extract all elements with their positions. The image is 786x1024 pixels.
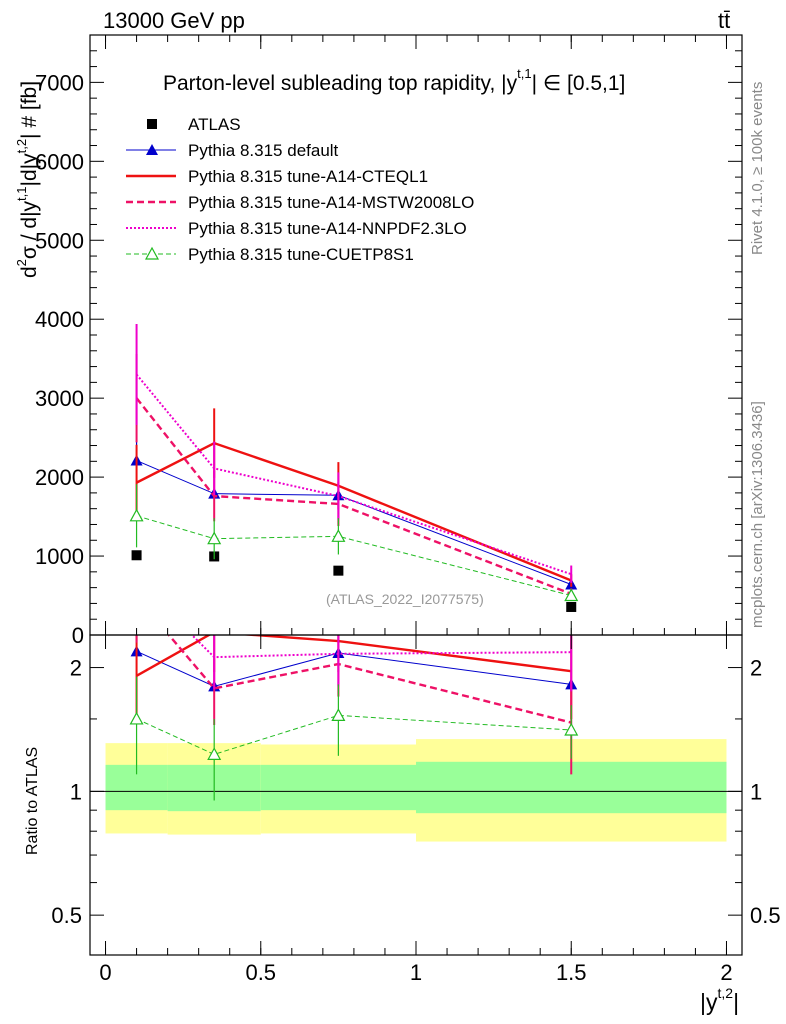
- main-point-0-3: [566, 601, 577, 612]
- ratio-bands: [90, 739, 742, 842]
- chart-title-var: y: [507, 72, 518, 95]
- ratio-point-4-0: [129, 711, 144, 725]
- xtick-label-0: 0: [99, 960, 111, 985]
- main-line-5: [136, 515, 572, 597]
- main-point-5-1: [207, 531, 222, 545]
- ratio-ytick-label-1: 1: [70, 779, 82, 804]
- main-ytick-label-7: 7000: [35, 70, 84, 95]
- axes: 0 1000 2000 3000 4000 5000 6000 7000 0 0.5 1 1.5 2 0.…: [35, 34, 781, 985]
- chart-title-tail: | ∈ [0.5,1]: [532, 72, 626, 95]
- energy-label: 13000 GeV pp: [103, 8, 245, 33]
- ratio-point-4-1: [207, 747, 222, 760]
- ratio-line-1: [135, 635, 572, 677]
- main-point-0-2: [333, 565, 344, 576]
- process-label: tt̄: [718, 8, 730, 33]
- main-line-2: [136, 441, 572, 582]
- ratio-ytick-label-right-1: 1: [750, 779, 762, 804]
- mcplots-label: mcplots.cern.ch [arXiv:1306.3436]: [749, 401, 766, 628]
- main-point-5-2: [331, 529, 346, 542]
- ratio-ytick-label-0: 0.5: [51, 903, 82, 928]
- chart-title-main: Parton-level subleading top rapidity, |: [163, 72, 507, 95]
- main-line-4: [135, 373, 572, 576]
- main-ytick-label-1: 1000: [35, 544, 84, 569]
- main-ytick-label-6: 6000: [35, 149, 84, 174]
- analysis-tag: (ATLAS_2022_I2077575): [326, 591, 484, 607]
- legend-marker-5: [144, 246, 160, 260]
- band-green-2: [260, 764, 416, 811]
- ratio-point-4-3: [564, 722, 579, 736]
- ratio-line-4: [136, 714, 572, 755]
- main-ytick-label-5: 5000: [35, 228, 84, 253]
- main-ylabel: d2σ / d|yt,1|d|yt,2| # [fb]: [14, 81, 41, 278]
- rivet-label: Rivet 4.1.0, ≥ 100k events: [749, 82, 766, 255]
- xtick-label-2: 1: [410, 960, 422, 985]
- main-point-5-3: [564, 588, 579, 602]
- ratio-ytick-label-2: 2: [70, 656, 82, 681]
- main-ytick-label-2: 2000: [35, 465, 84, 490]
- legend-marker-1: [146, 144, 158, 155]
- xlabel: |yt,2|: [700, 985, 739, 1015]
- legend-label-1: Pythia 8.315 default: [188, 141, 339, 160]
- legend-label-4: Pythia 8.315 tune-A14-NNPDF2.3LO: [188, 219, 467, 238]
- main-line-1: [136, 460, 572, 585]
- ratio-ytick-label-right-2: 2: [750, 656, 762, 681]
- ratio-line-2: [167, 635, 572, 724]
- chart-title: Parton-level subleading top rapidity, |y…: [163, 66, 625, 95]
- legend: ATLAS Pythia 8.315 default Pythia 8.315 tu…: [126, 115, 474, 264]
- main-point-5-0: [129, 508, 144, 522]
- chart-title-sup: t,1: [517, 66, 531, 81]
- main-point-0-0: [131, 550, 142, 561]
- legend-label-2: Pythia 8.315 tune-A14-CTEQL1: [188, 167, 428, 186]
- legend-label-3: Pythia 8.315 tune-A14-MSTW2008LO: [188, 193, 474, 212]
- ratio-series: [129, 635, 579, 801]
- legend-label-5: Pythia 8.315 tune-CUETP8S1: [188, 245, 414, 264]
- ratio-line-0: [136, 650, 572, 687]
- main-ytick-label-4: 4000: [35, 307, 84, 332]
- xtick-label-1: 0.5: [245, 960, 276, 985]
- xtick-label-3: 1.5: [556, 960, 587, 985]
- ratio-point-4-2: [331, 708, 346, 722]
- main-ytick-label-3: 3000: [35, 386, 84, 411]
- xtick-label-4: 2: [720, 960, 732, 985]
- main-ytick-label-0: 0: [72, 623, 84, 648]
- legend-marker-0: [147, 119, 157, 129]
- legend-label-0: ATLAS: [188, 115, 241, 134]
- main-series: [129, 323, 579, 612]
- main-line-3: [135, 397, 572, 596]
- ratio-ytick-label-right-0: 0.5: [750, 903, 781, 928]
- ratio-ylabel: Ratio to ATLAS: [24, 747, 41, 855]
